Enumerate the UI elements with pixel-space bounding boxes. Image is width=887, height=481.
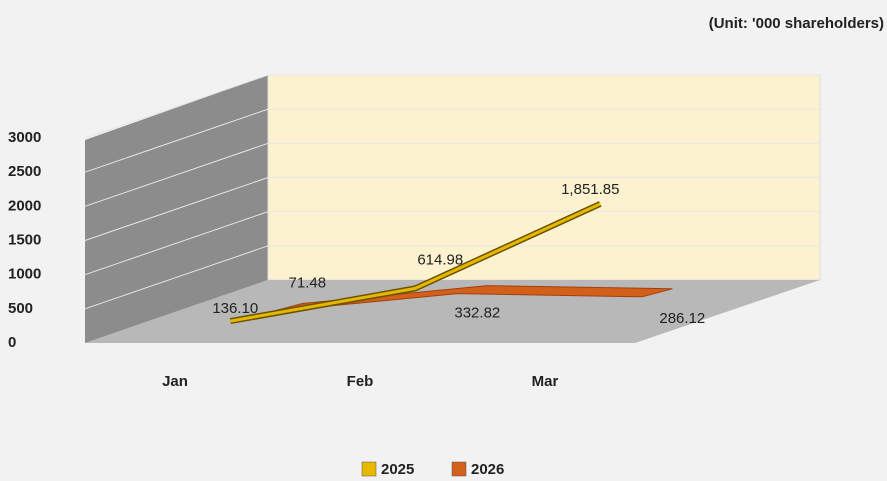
legend-label: 2025 (381, 461, 414, 478)
x-tick-label: Mar (532, 373, 559, 390)
x-tick-label: Feb (347, 373, 374, 390)
value-label: 136.10 (212, 300, 258, 317)
grid-line (84, 245, 820, 310)
value-label: 1,851.85 (561, 181, 619, 198)
grid-line (84, 211, 820, 276)
value-label: 614.98 (417, 251, 463, 268)
value-label: 332.82 (454, 305, 500, 322)
series-line-face (230, 202, 601, 323)
grid-line (84, 108, 820, 173)
legend-swatch (361, 461, 377, 477)
y-tick-label: 3000 (8, 129, 41, 146)
y-tick-label: 1000 (8, 266, 41, 283)
legend-swatch (451, 461, 467, 477)
grid-line (84, 177, 820, 241)
y-tick-label: 500 (8, 300, 33, 317)
y-tick-label: 2000 (8, 197, 41, 214)
y-tick-label: 0 (8, 334, 16, 351)
legend-label: 2026 (471, 461, 504, 478)
grid-line (84, 74, 820, 139)
x-tick-label: Jan (162, 373, 188, 390)
value-label: 71.48 (289, 274, 327, 291)
unit-note: (Unit: '000 shareholders) (709, 15, 884, 32)
y-tick-label: 2500 (8, 163, 41, 180)
value-label: 286.12 (659, 310, 705, 327)
y-tick-label: 1500 (8, 231, 41, 248)
grid-line (84, 142, 820, 207)
